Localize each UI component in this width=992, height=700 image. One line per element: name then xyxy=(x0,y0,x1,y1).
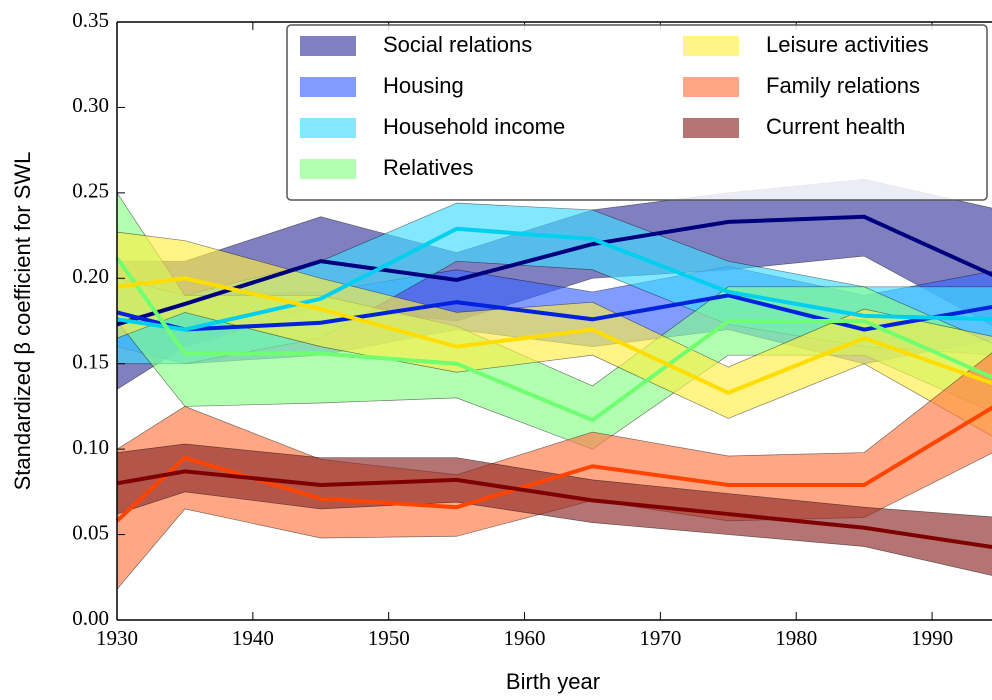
legend-swatch xyxy=(683,118,739,138)
legend-swatch xyxy=(300,36,356,56)
series-line xyxy=(116,293,992,332)
legend-swatch xyxy=(683,77,739,97)
legend-label: Housing xyxy=(383,73,464,98)
plot-area xyxy=(115,178,992,591)
legend-label: Relatives xyxy=(383,155,473,180)
x-tick-label: 1960 xyxy=(504,626,546,650)
y-tick-label: 0.15 xyxy=(72,350,109,374)
legend-label: Social relations xyxy=(383,32,532,57)
x-tick-label: 1930 xyxy=(96,626,138,650)
y-tick-label: 0.30 xyxy=(72,93,109,117)
x-tick-label: 1940 xyxy=(232,626,274,650)
y-tick-label: 0.10 xyxy=(72,435,109,459)
y-tick-label: 0.00 xyxy=(72,606,109,630)
legend-frame xyxy=(286,24,988,201)
legend-swatch xyxy=(300,77,356,97)
x-axis-label: Birth year xyxy=(506,669,600,694)
series-line xyxy=(116,214,992,327)
legend-label: Family relations xyxy=(766,73,920,98)
legend: Social relations Housing Household income R… xyxy=(286,24,988,201)
series-line xyxy=(116,469,992,550)
legend-label: Household income xyxy=(383,114,565,139)
legend-swatch xyxy=(683,36,739,56)
series-line xyxy=(115,256,992,423)
y-tick-label: 0.25 xyxy=(72,179,109,203)
x-tick-label: 1990 xyxy=(911,626,953,650)
confidence-band xyxy=(116,443,992,576)
y-axis-label: Standardized β coefficient for SWL xyxy=(10,152,35,491)
y-tick-label: 0.05 xyxy=(72,520,109,544)
x-tick-label: 1980 xyxy=(775,626,817,650)
legend-label: Leisure activities xyxy=(766,32,929,57)
y-tick-label: 0.35 xyxy=(72,8,109,32)
series-line xyxy=(115,405,992,523)
x-tick-label: 1950 xyxy=(368,626,410,650)
legend-swatch xyxy=(300,159,356,179)
series-line xyxy=(116,226,992,332)
legend-swatch xyxy=(300,118,356,138)
series-line xyxy=(116,276,992,395)
legend-label: Current health xyxy=(766,114,905,139)
y-tick-label: 0.20 xyxy=(72,264,109,288)
x-tick-label: 1970 xyxy=(639,626,681,650)
